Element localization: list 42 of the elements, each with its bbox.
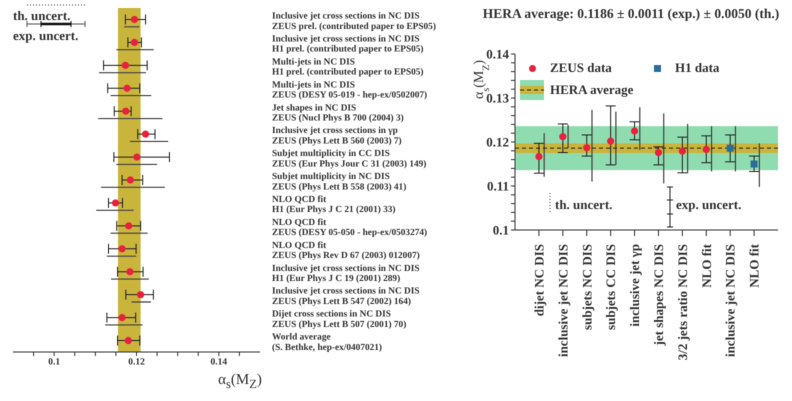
- y-tick-label: 0.14: [486, 46, 510, 62]
- x-tick-label: NLO fit: [698, 243, 714, 288]
- x-tick-label: 0.1: [48, 358, 60, 368]
- x-tick-label: 0.14: [210, 358, 228, 368]
- y-tick-label: NLO QCD fit ZEUS (DESY 05-050 - hep-ex/0503274): [272, 218, 428, 238]
- x-tick-label: subjets CC DIS: [603, 244, 618, 330]
- y-tick-label: Inclusive jet cross sections in NC DIS ZEUS prel. (contributed paper to EPS05): [272, 12, 436, 32]
- x-tick-label: NLO fit: [746, 243, 762, 288]
- x-tick-label: subjets NC DIS: [579, 244, 594, 330]
- y-tick-label: World average (S. Bethke, hep-ex/0407021): [272, 332, 382, 353]
- x-tick-label: 3/2 jets ratio NC DIS: [674, 244, 690, 360]
- y-tick-label: Dijet cross sections in NC DIS ZEUS (Phys Lett B 507 (2001) 70): [272, 310, 406, 330]
- y-tick-label: Subjet multiplicity in CC DIS ZEUS (Eur Phys Jour C 31 (2003) 149): [272, 149, 426, 170]
- y-tick-label: Inclusive jet cross sections in NC DIS ZEUS (Phys Lett B 547 (2002) 164): [272, 286, 420, 307]
- y-tick-label: Inclusive jet cross sections in NC DIS H1 (Eur Phys J C 19 (2001) 289): [272, 264, 420, 284]
- y-tick-label: 0.13: [486, 90, 510, 106]
- chart-title: HERA average: 0.1186 ± 0.0011 (exp.) ± 0.0050 (th.): [482, 6, 780, 22]
- x-tick-label: inclusive jet γp: [627, 244, 642, 327]
- y-tick-label: NLO QCD fit H1 (Eur Phys J C 21 (2001) 33): [272, 195, 396, 216]
- legend-label: H1 data: [675, 60, 720, 76]
- y-tick-label: Multi-jets in NC DIS H1 prel. (contributed paper to EPS05): [272, 57, 424, 78]
- x-axis-title: α$_{s}$(M$_{Z}$): [217, 372, 263, 392]
- legend-label: ZEUS data: [550, 60, 612, 76]
- y-tick-label: Jet shapes in NC DIS ZEUS (Nucl Phys B 700 (2004) 3): [272, 103, 404, 124]
- y-tick-label: Subjet multiplicity in NC DIS ZEUS (Phys Lett B 558 (2003) 41): [272, 172, 406, 192]
- y-tick-label: 0.11: [486, 178, 509, 194]
- legend-label: HERA average: [550, 82, 634, 98]
- annotation: exp. uncert.: [676, 197, 742, 213]
- y-tick-label: Inclusive jet cross sections in γp ZEUS (Phys Lett B 560 (2003) 7): [272, 126, 402, 146]
- y-tick-label: 0.12: [486, 134, 509, 150]
- annotation: th. uncert.: [13, 8, 70, 24]
- y-tick-label: Multi-jets in NC DIS ZEUS (DESY 05-019 - hep-ex/0502007): [272, 80, 428, 101]
- y-tick-label: 0.1: [492, 222, 509, 238]
- y-tick-label: NLO QCD fit ZEUS (Phys Rev D 67 (2003) 012007): [272, 240, 420, 262]
- x-tick-label: 0.12: [128, 358, 146, 368]
- x-tick-label: jet shapes NC DIS: [651, 244, 666, 346]
- x-tick-label: inclusive jet NC DIS: [722, 244, 738, 358]
- x-tick-label: dijet NC DIS: [531, 244, 546, 316]
- annotation: exp. uncert.: [13, 28, 78, 44]
- x-tick-label: inclusive jet NC DIS: [555, 244, 570, 358]
- y-tick-label: Inclusive jet cross sections in NC DIS H1 prel. (contributed paper to EPS05): [272, 34, 424, 55]
- annotation: th. uncert.: [555, 197, 612, 213]
